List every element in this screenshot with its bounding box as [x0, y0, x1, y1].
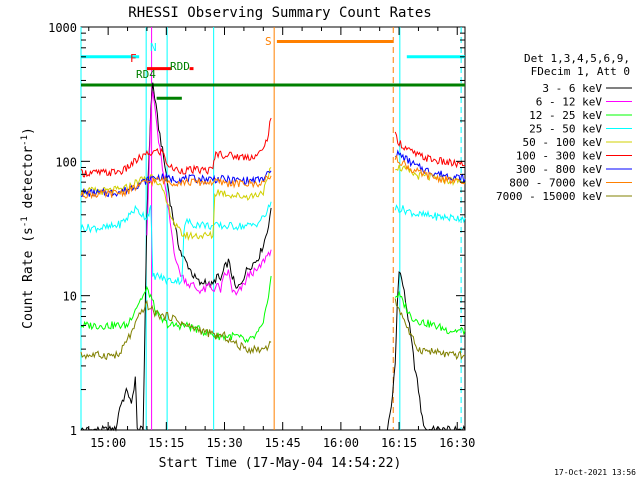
annotation-rd4: RD4 [136, 68, 156, 81]
y-axis-label: Count Rate (s-1 detector-1) [20, 127, 36, 329]
legend-label: 300 - 800 keV [516, 163, 602, 176]
flag-bars [81, 39, 465, 100]
annotation-s: S [265, 35, 272, 48]
x-tick-label: 15:15 [148, 436, 184, 450]
series-line-1-seg-0 [146, 91, 272, 296]
x-axis-label: Start Time (17-May-04 14:54:22) [159, 456, 402, 471]
series-line-2-seg-1 [394, 290, 466, 336]
series-line-7-seg-1 [394, 155, 466, 185]
legend-label: 100 - 300 keV [516, 150, 602, 163]
timestamp: 17-Oct-2021 13:56 [554, 468, 636, 477]
legend-label: 6 - 12 keV [536, 96, 603, 109]
y-axis-label-sup1: -1 [20, 216, 30, 227]
y-tick-label: 100 [55, 155, 77, 169]
series-line-5-seg-0 [80, 117, 272, 178]
y-axis-label-part3: ) [21, 127, 36, 135]
series-line-7-seg-0 [80, 175, 272, 200]
y-axis-label-part1: Count Rate (s [21, 227, 36, 329]
legend-label: 7000 - 15000 keV [496, 190, 602, 203]
legend-label: 50 - 100 keV [523, 136, 603, 149]
series-line-4-seg-0 [80, 167, 272, 241]
chart-title: RHESSI Observing Summary Count Rates [128, 5, 431, 21]
y-axis-label-sup2: -1 [20, 135, 30, 146]
legend-label: 25 - 50 keV [529, 123, 602, 136]
x-axis-ticks: 15:00 15:15 15:30 15:45 16:00 16:15 16:30 [88, 27, 475, 450]
x-tick-label: 16:15 [381, 436, 417, 450]
y-tick-label: 1000 [48, 21, 77, 35]
series-line-8-seg-1 [394, 298, 466, 361]
legend-label: 800 - 7000 keV [509, 177, 602, 190]
y-axis-label-part2: detector [21, 146, 36, 217]
annotation-rdd: RDD [170, 60, 190, 73]
legend-header-line: Det 1,3,4,5,6,9, [524, 52, 630, 65]
y-axis-ticks: 1 10 100 1000 [48, 21, 465, 438]
x-tick-label: 15:30 [206, 436, 242, 450]
series-lines [80, 82, 466, 432]
legend-label: 3 - 6 keV [542, 82, 602, 95]
series-line-5-seg-1 [394, 131, 465, 169]
vertical-markers [80, 27, 462, 430]
x-tick-label: 15:45 [265, 436, 301, 450]
annotation-f: F [130, 52, 137, 65]
series-line-2-seg-0 [80, 275, 272, 344]
series-line-3-seg-1 [394, 204, 466, 224]
annotation-n: N [150, 41, 157, 54]
legend-header-line: FDecim 1, Att 0 [531, 65, 630, 78]
y-tick-label: 1 [70, 424, 77, 438]
legend-label: 12 - 25 keV [529, 109, 602, 122]
y-tick-label: 10 [63, 290, 77, 304]
series-line-3-seg-0 [80, 201, 272, 286]
series-line-0-seg-1 [386, 271, 466, 431]
x-tick-label: 16:00 [323, 436, 359, 450]
series-line-8-seg-0 [80, 299, 272, 361]
legend: Det 1,3,4,5,6,9,FDecim 1, Att 0 3 - 6 keV… [496, 52, 632, 203]
series-line-6-seg-0 [80, 170, 272, 198]
x-tick-label: 16:30 [439, 436, 475, 450]
x-tick-label: 15:00 [90, 436, 126, 450]
